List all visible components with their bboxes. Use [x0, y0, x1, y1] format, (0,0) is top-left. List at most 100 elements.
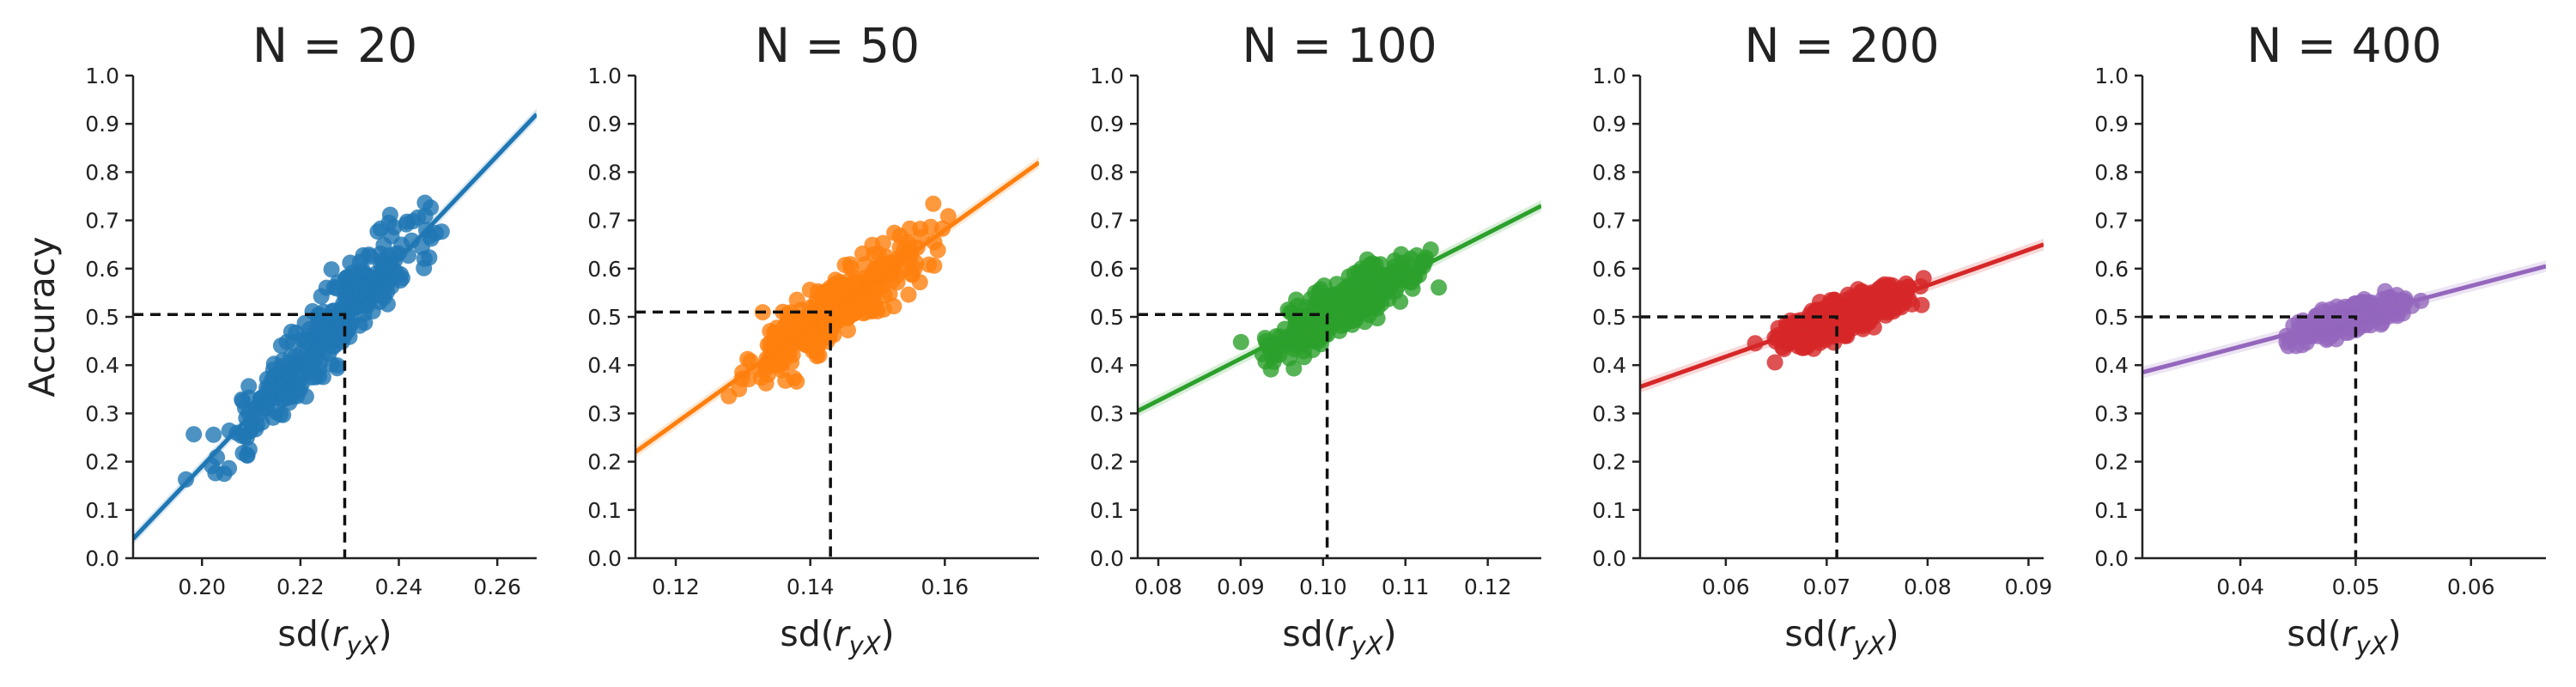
- data-point: [375, 289, 392, 306]
- data-point: [385, 261, 402, 278]
- data-point: [1809, 302, 1826, 319]
- y-tick-label: 0.8: [1090, 160, 1124, 185]
- data-point: [264, 362, 282, 378]
- data-point: [929, 241, 946, 258]
- y-tick-label: 0.1: [1592, 498, 1626, 523]
- data-point: [291, 381, 308, 398]
- data-point: [416, 194, 434, 211]
- data-point: [2280, 337, 2297, 355]
- data-point: [325, 279, 343, 295]
- y-tick-label: 0.9: [1592, 112, 1626, 137]
- data-point: [1346, 276, 1364, 293]
- data-point: [240, 378, 258, 395]
- x-axis-label: sd(ryX): [277, 613, 392, 660]
- y-tick-label: 0.1: [85, 498, 119, 523]
- y-tick-label: 0.7: [85, 209, 119, 234]
- reference-lines: [1640, 315, 1838, 558]
- data-point: [283, 323, 300, 340]
- y-tick-label: 0.6: [1090, 257, 1124, 282]
- reference-lines: [635, 310, 832, 558]
- data-point: [364, 303, 381, 319]
- x-tick-label: 0.04: [2216, 575, 2264, 599]
- data-point: [920, 256, 938, 273]
- data-point: [313, 288, 330, 305]
- y-tick-label: 0.3: [587, 401, 622, 426]
- data-point: [272, 337, 289, 354]
- y-tick-label: 0.9: [2094, 112, 2129, 137]
- data-point: [281, 394, 298, 411]
- data-point: [801, 282, 818, 298]
- y-tick-label: 0.0: [1090, 546, 1124, 571]
- data-point: [242, 422, 258, 439]
- data-point: [1331, 322, 1348, 339]
- data-point: [1232, 333, 1249, 350]
- y-tick-label: 0.2: [1090, 450, 1124, 475]
- data-point: [866, 246, 883, 263]
- x-axis-label: sd(ryX): [2287, 613, 2401, 660]
- y-tick-label: 0.9: [85, 112, 119, 137]
- y-tick-label: 0.6: [2094, 257, 2129, 282]
- panel-title: N = 200: [1744, 18, 1939, 73]
- y-tick-label: 0.6: [85, 257, 119, 282]
- reference-lines: [133, 313, 347, 558]
- data-point: [1288, 291, 1305, 308]
- x-tick-label: 0.08: [1134, 575, 1182, 599]
- y-tick-label: 1.0: [85, 64, 119, 88]
- y-tick-label: 0.9: [1090, 112, 1124, 137]
- y-tick-label: 0.5: [587, 305, 622, 330]
- data-point: [1792, 334, 1809, 351]
- x-tick-label: 0.22: [276, 575, 325, 599]
- x-axis-label: sd(ryX): [780, 613, 894, 660]
- x-tick-label: 0.06: [2447, 575, 2495, 599]
- data-point: [767, 325, 784, 342]
- data-point: [1285, 360, 1303, 377]
- y-tick-label: 0.4: [1592, 353, 1626, 378]
- data-point: [720, 387, 738, 404]
- regression-line: [635, 161, 1039, 454]
- y-tick-label: 0.7: [1592, 209, 1626, 234]
- data-point: [323, 356, 340, 373]
- y-tick-label: 0.2: [587, 450, 622, 475]
- y-tick-label: 0.5: [1090, 305, 1124, 330]
- data-point: [786, 369, 803, 386]
- x-tick-label: 0.12: [652, 575, 700, 599]
- data-point: [1357, 313, 1373, 331]
- regression-line: [2142, 264, 2546, 375]
- data-point: [886, 224, 903, 241]
- data-point: [234, 391, 251, 408]
- y-tick-label: 0.2: [85, 450, 119, 475]
- data-point: [1431, 279, 1448, 296]
- reference-lines: [1138, 313, 1329, 558]
- x-tick-label: 0.16: [920, 575, 969, 599]
- panel-title: N = 400: [2246, 18, 2441, 73]
- data-point: [1372, 256, 1389, 273]
- data-point: [272, 406, 289, 423]
- y-tick-label: 0.1: [587, 498, 622, 523]
- data-point: [1356, 263, 1373, 280]
- x-tick-label: 0.26: [473, 575, 521, 599]
- data-point: [1323, 289, 1340, 307]
- data-point: [185, 426, 203, 443]
- x-tick-label: 0.20: [178, 575, 226, 599]
- y-tick-label: 0.3: [2094, 401, 2129, 426]
- y-tick-label: 0.0: [587, 546, 622, 571]
- x-tick-label: 0.14: [787, 575, 835, 599]
- y-tick-label: 0.7: [1090, 209, 1124, 234]
- data-point: [323, 261, 340, 278]
- panel-1: N = 50 0.0 0.1 0.2 0.3 0.4 0.5 0.6 0.7 0.8 0.9 1.0 0…: [587, 18, 1039, 660]
- x-tick-label: 0.09: [1217, 575, 1265, 599]
- data-point: [901, 237, 918, 254]
- data-point: [1360, 299, 1377, 316]
- data-point: [1885, 303, 1902, 320]
- data-point: [1766, 354, 1783, 371]
- data-point: [1291, 337, 1308, 355]
- x-tick-label: 0.07: [1803, 575, 1851, 599]
- data-point: [840, 322, 856, 338]
- y-tick-label: 0.6: [587, 257, 622, 282]
- data-point: [912, 221, 929, 237]
- data-point: [805, 343, 821, 359]
- y-tick-label: 0.2: [2094, 450, 2129, 475]
- data-point: [779, 306, 796, 322]
- y-tick-label: 0.3: [1090, 401, 1124, 426]
